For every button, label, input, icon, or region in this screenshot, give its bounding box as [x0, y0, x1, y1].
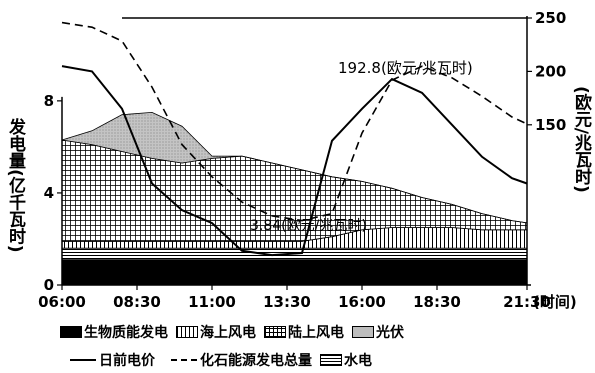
legend-label-pv: 光伏	[376, 325, 404, 341]
annotation-peak-price: 192.8(欧元/兆瓦时)	[338, 59, 473, 77]
legend-swatch-pv	[352, 326, 374, 338]
price-line	[61, 65, 528, 257]
x-axis-label: (时间)	[533, 293, 577, 311]
annotation-low-price: 3.84(欧元/兆瓦时)	[250, 218, 367, 234]
legend-label-biomass: 生物质能发电	[84, 325, 168, 341]
x-tick-label: 18:30	[413, 293, 461, 311]
legend-label-hydro: 水电	[344, 353, 372, 369]
y-axis-right-label: (欧元/兆瓦时)	[571, 86, 591, 193]
legend-swatch-fossil	[171, 359, 197, 361]
legend-item-price: 日前电价	[70, 350, 155, 370]
legend-item-biomass: 生物质能发电	[60, 322, 168, 342]
legend-row-2: 日前电价 化石能源发电总量 水电	[70, 350, 380, 370]
legend-item-pv: 光伏	[352, 322, 404, 342]
legend-item-offshore-wind: 海上风电	[176, 322, 256, 342]
x-tick-label: 08:30	[113, 293, 161, 311]
legend-item-onshore-wind: 陆上风电	[264, 322, 344, 342]
legend-swatch-biomass	[60, 326, 82, 338]
legend-label-price: 日前电价	[99, 353, 155, 369]
y-left-tick-label: 4	[44, 184, 54, 202]
y-right-tick-label: 250	[535, 9, 566, 27]
legend-label-onshore-wind: 陆上风电	[288, 325, 344, 341]
legend-swatch-offshore-wind	[176, 326, 198, 338]
legend-label-offshore-wind: 海上风电	[200, 325, 256, 341]
legend-label-fossil: 化石能源发电总量	[200, 353, 312, 369]
y-left-tick-label: 0	[44, 276, 54, 294]
x-tick-label: 21:30	[503, 293, 551, 311]
x-tick-label: 16:00	[338, 293, 386, 311]
x-tick-label: 13:30	[263, 293, 311, 311]
area-biomass	[61, 259, 528, 286]
x-tick-label: 11:00	[188, 293, 236, 311]
fossil-line	[61, 21, 528, 222]
legend-swatch-onshore-wind	[264, 326, 286, 338]
x-tick-label: 06:00	[38, 293, 86, 311]
legend-row-1: 生物质能发电 海上风电 陆上风电 光伏	[60, 322, 412, 342]
y-right-tick-label: 150	[535, 116, 566, 134]
legend-item-fossil: 化石能源发电总量	[171, 350, 312, 370]
legend-swatch-price	[70, 359, 96, 361]
legend-item-hydro: 水电	[320, 350, 372, 370]
y-axis-left-label: 发电量(亿千瓦时)	[5, 118, 25, 253]
y-left-tick-label: 8	[44, 92, 54, 110]
legend-swatch-hydro	[320, 354, 342, 366]
y-right-tick-label: 200	[535, 62, 566, 80]
